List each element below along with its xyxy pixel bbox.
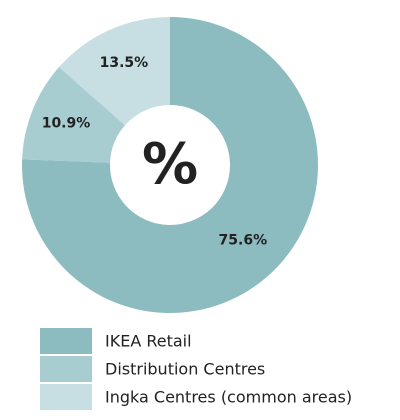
legend-swatch (40, 356, 92, 382)
donut-segment (22, 67, 125, 163)
donut-segment (22, 17, 319, 314)
legend-label: Distribution Centres (105, 360, 265, 379)
legend-swatch (40, 384, 92, 410)
value-label: 75.6% (219, 233, 268, 249)
legend-swatch (40, 328, 92, 354)
donut-segment (58, 17, 170, 126)
legend-label: IKEA Retail (105, 332, 192, 351)
center-label: % (142, 132, 198, 197)
value-label: 13.5% (100, 55, 149, 71)
legend-label: Ingka Centres (common areas) (105, 388, 352, 407)
value-label: 10.9% (42, 115, 91, 131)
